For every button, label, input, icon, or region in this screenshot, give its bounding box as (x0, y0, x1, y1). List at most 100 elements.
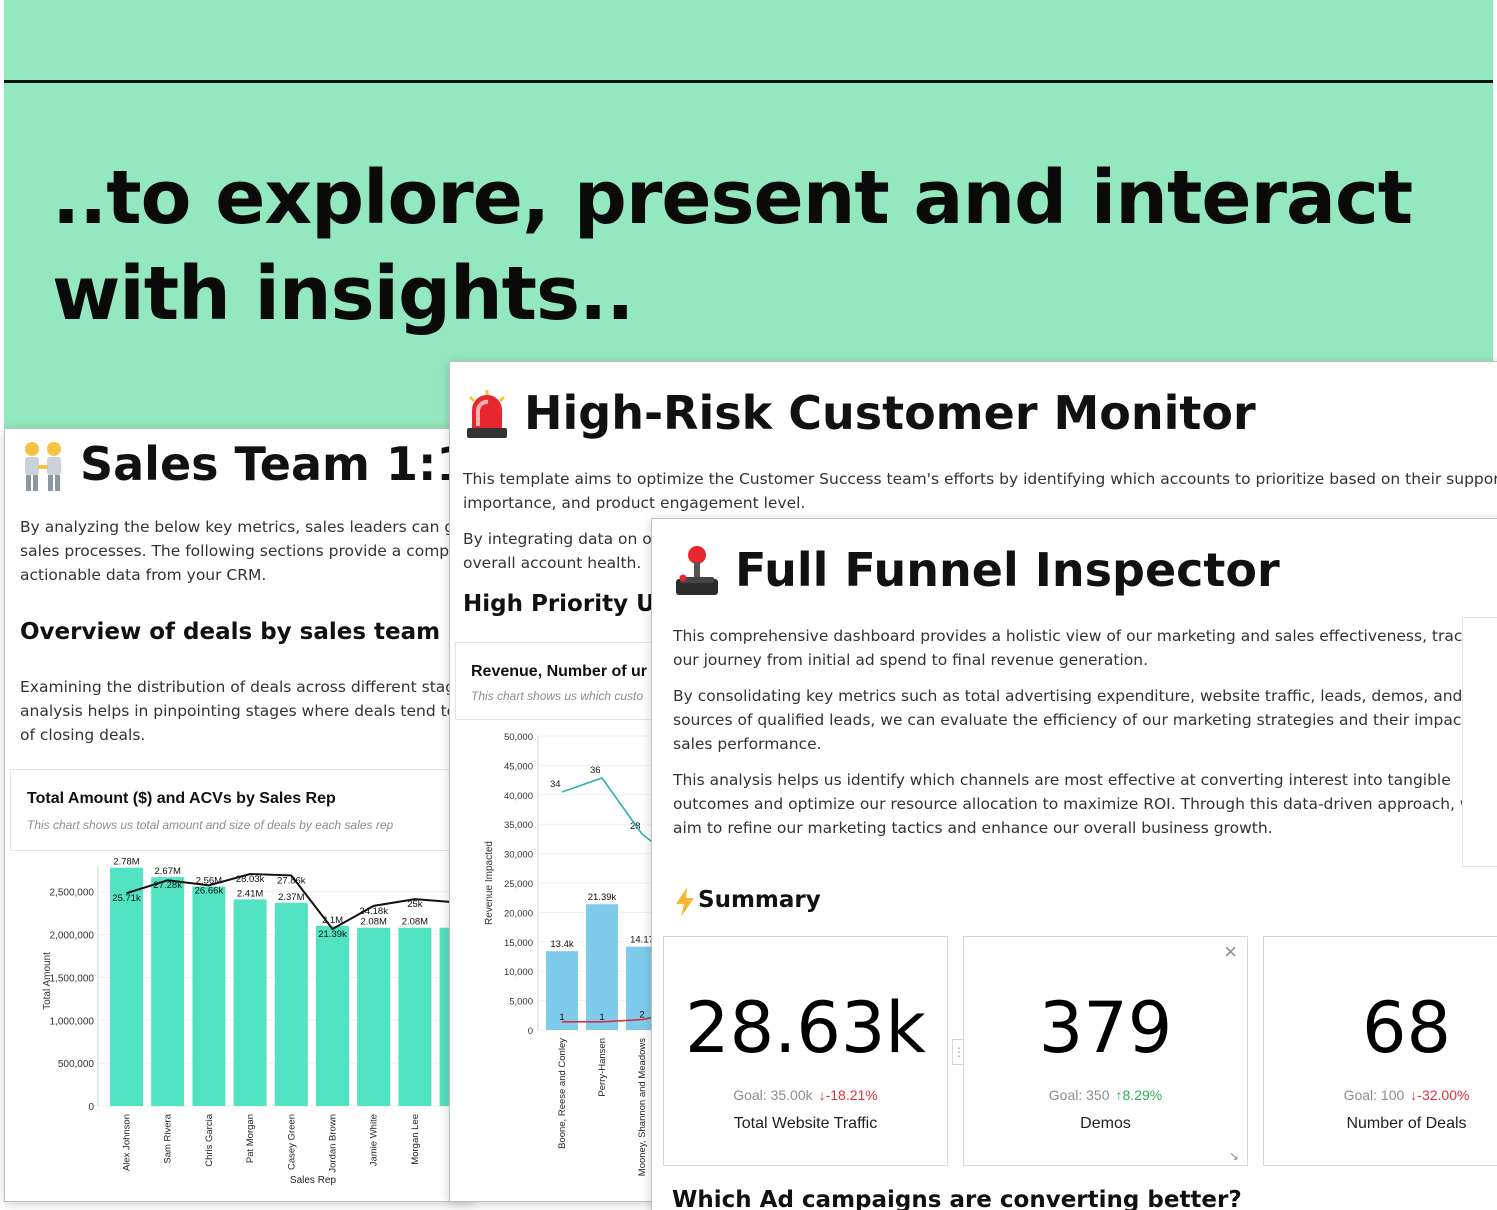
kpi-card-website-traffic[interactable]: 28.63k Goal: 35.00k ↓-18.21% Total Websit… (663, 936, 948, 1166)
y-tick-label: 40,000 (504, 791, 533, 802)
kpi-goal: Goal: 350 (1048, 1087, 1110, 1103)
kpi-delta: -18.21% (825, 1087, 878, 1103)
section-text-line: of closing deals. (20, 726, 146, 744)
chart-title: Total Amount ($) and ACVs by Sales Rep (27, 790, 336, 807)
kpi-goal: Goal: 100 (1343, 1087, 1405, 1103)
kpi-label: Number of Deals (1346, 1115, 1467, 1132)
line-data-label: 34 (550, 779, 561, 790)
bar (357, 927, 391, 1106)
line-data-label: 28 (630, 821, 641, 832)
siren-icon (464, 390, 510, 440)
chart-subtitle: This chart shows us total amount and siz… (27, 818, 394, 832)
section-title: High Priority Ur (463, 591, 667, 617)
y-tick-label: 1,500,000 (50, 973, 95, 984)
y-tick-label: 30,000 (504, 850, 533, 861)
paragraph-line: outcomes and optimize our resource alloc… (673, 795, 1483, 813)
y-tick-label: 15,000 (504, 938, 533, 949)
arrow-down-icon: ↓ (1410, 1087, 1418, 1103)
revenue-impacted-chart[interactable]: 0 5,000 10,000 15,000 20,000 25,000 30,000 35,0… (450, 724, 660, 1202)
bar (110, 867, 143, 1106)
y-tick-label: 45,000 (504, 761, 533, 772)
dashboard-title: Sales Team 1:1s (80, 437, 474, 491)
bar (546, 951, 578, 1030)
intro-line: overall account health. (463, 554, 642, 572)
kpi-goal-row: Goal: 35.00k ↓-18.21% (664, 1087, 947, 1103)
x-axis-label: Sales Rep (290, 1175, 337, 1186)
y-tick-label: 0 (528, 1026, 533, 1037)
kpi-goal-row: Goal: 350 ↑8.29% (964, 1087, 1247, 1103)
y-tick-label: 35,000 (504, 820, 533, 831)
summary-title: Summary (698, 887, 821, 913)
sales-rep-chart[interactable]: 0 500,000 1,000,000 1,500,000 2,000,000 2,500… (5, 854, 474, 1202)
intro-line: By analyzing the below key metrics, sale… (20, 518, 474, 536)
line-data-label: 1 (599, 1012, 604, 1023)
kpi-value: 68 (1361, 987, 1452, 1069)
bar (274, 902, 308, 1106)
customers-line (561, 777, 660, 849)
x-tick-label: Pat Morgan (245, 1114, 256, 1163)
kpi-delta: 8.29% (1122, 1087, 1163, 1103)
x-tick-label: Mooney, Shannon and Meadows (637, 1038, 648, 1176)
bar-data-label: 21.39k (588, 892, 617, 903)
kpi-card-number-of-deals[interactable]: 68 Goal: 100 ↓-32.00% Number of Deals (1263, 936, 1497, 1166)
line-data-label: 26.66k (195, 885, 224, 896)
lightning-icon (674, 887, 696, 922)
bar-data-label: 2.78M (113, 857, 139, 868)
kpi-delta: -32.00% (1417, 1087, 1470, 1103)
y-tick-label: 50,000 (504, 732, 533, 743)
x-tick-label: Perry-Hansen (597, 1038, 608, 1097)
y-axis-label: Total Amount (42, 952, 53, 1010)
intro-line: By integrating data on ope (463, 530, 672, 548)
section-text-line: analysis helps in pinpointing stages whe… (20, 702, 474, 720)
dashboard-title: High-Risk Customer Monitor (524, 386, 1256, 440)
bar-data-label: 14.17 (630, 935, 654, 946)
kpi-card-demos[interactable]: × 379 Goal: 350 ↑8.29% Demos ↘ (963, 936, 1248, 1166)
bar (233, 899, 267, 1106)
intro-line: actionable data from your CRM. (20, 566, 267, 584)
bar (586, 904, 618, 1030)
line-data-label: 25.71k (112, 893, 141, 904)
chart-subtitle: This chart shows us which custo (471, 689, 644, 703)
kpi-label: Demos (1080, 1115, 1131, 1132)
y-axis-label: Revenue Impacted (484, 841, 495, 925)
banner-divider (4, 80, 1493, 83)
bar (151, 877, 185, 1106)
section-title: Overview of deals by sales team (20, 619, 441, 645)
bar (316, 926, 349, 1106)
bar-data-label: 2.67M (154, 866, 180, 877)
y-tick-label: 10,000 (504, 967, 533, 978)
bar-data-label: 2.08M (402, 917, 428, 928)
acv-line (126, 873, 457, 931)
line-data-label: 36 (590, 765, 601, 776)
line-data-label: 27.28k (153, 880, 182, 891)
y-tick-label: 1,000,000 (50, 1016, 95, 1027)
y-tick-label: 2,500,000 (50, 888, 95, 899)
close-icon[interactable]: × (1224, 939, 1237, 964)
bar-data-label: 2.37M (278, 892, 304, 903)
x-tick-label: Boone, Reese and Conley (557, 1038, 568, 1149)
line-data-label: 28.03k (236, 874, 265, 885)
paragraph-line: This comprehensive dashboard provides a … (673, 627, 1496, 645)
dashboard-title: Full Funnel Inspector (735, 543, 1280, 597)
side-panel (1462, 617, 1497, 867)
section-text-line: Examining the distribution of deals acro… (20, 678, 474, 696)
hero-headline: ..to explore, present and interact with … (52, 155, 1413, 337)
people-holding-hands-icon (18, 439, 68, 493)
paragraph-line: aim to refine our marketing tactics and … (673, 819, 1273, 837)
intro-line: sales processes. The following sections … (20, 542, 474, 560)
y-tick-label: 20,000 (504, 908, 533, 919)
arrow-down-icon: ↓ (818, 1087, 826, 1103)
intro-line: This template aims to optimize the Custo… (463, 470, 1497, 488)
line-data-label: 21.39k (318, 929, 347, 940)
bar-data-label: 2.1M (322, 915, 343, 926)
line-data-label: 24.18k (359, 906, 388, 917)
resize-handle-icon[interactable]: ↘ (1228, 1149, 1239, 1163)
sales-team-dashboard-card[interactable]: Sales Team 1:1s By analyzing the below k… (4, 428, 474, 1202)
paragraph-line: our journey from initial ad spend to fin… (673, 651, 1149, 669)
y-tick-label: 25,000 (504, 879, 533, 890)
x-tick-label: Sam Rivera (163, 1113, 174, 1163)
next-section-title: Which Ad campaigns are converting better… (672, 1187, 1242, 1210)
bar (192, 886, 226, 1106)
bar-data-label: 2.08M (360, 917, 386, 928)
x-tick-label: Alex Johnson (122, 1114, 133, 1171)
